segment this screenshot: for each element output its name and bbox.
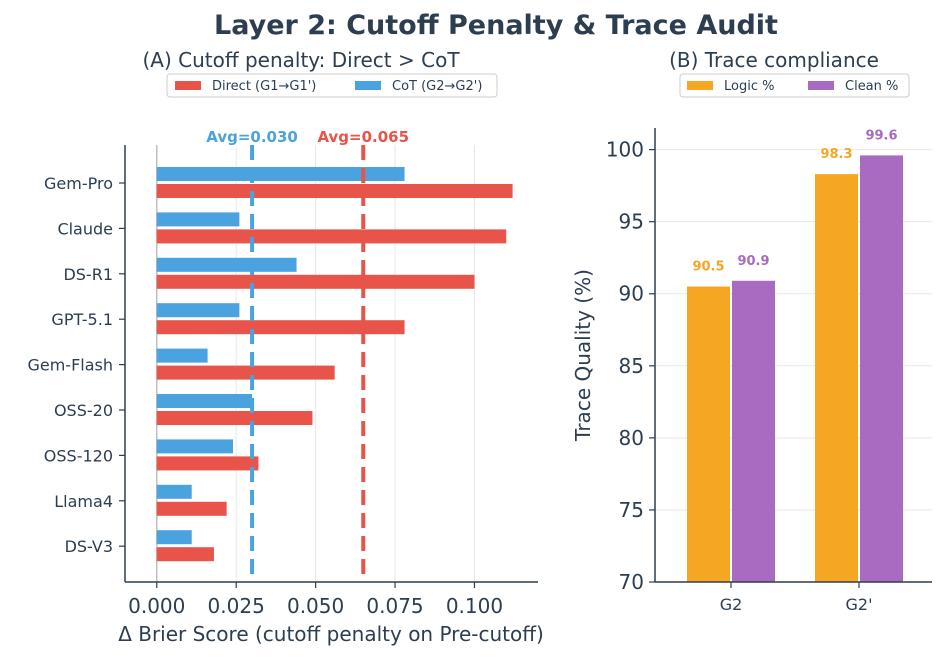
panel-b-y-tick-label: 80 <box>619 426 644 450</box>
bar-clean-g2 <box>860 155 903 582</box>
panel-a-x-tick-label: 0.000 <box>128 594 185 618</box>
panel-b-y-tick-label: 75 <box>619 498 644 522</box>
bar-cot-oss-20 <box>156 394 253 408</box>
panel-a-x-tick-label: 0.075 <box>366 594 423 618</box>
bar-direct-ds-r1 <box>156 274 475 289</box>
panel-b-x-ticks: G2 G2' <box>720 582 873 614</box>
panel-b-title: (B) Trace compliance <box>669 48 879 72</box>
panel-a-legend: Direct (G1→G1') CoT (G2→G2') <box>166 73 498 98</box>
panel-a-x-ticks: 0.000 0.025 0.050 0.075 0.100 <box>128 582 503 618</box>
panel-a-y-ticks: Gem-Pro Claude DS-R1 GPT-5.1 Gem-Flash OSS-20… <box>27 174 125 556</box>
bar-cot-ds-v3 <box>156 530 192 545</box>
legend-logic-swatch <box>687 81 713 90</box>
panel-a-reference-lines: Avg=0.030 Avg=0.065 <box>206 128 409 582</box>
panel-a-grid <box>156 145 475 582</box>
legend-clean-label: Clean % <box>845 79 898 94</box>
panel-b-x-tick-label: G2 <box>720 595 743 614</box>
bar-clean-g2 <box>732 280 775 582</box>
panel-a-y-tick-label: DS-V3 <box>65 537 113 556</box>
panel-b-bars: 90.5 90.9 98.3 99.6 <box>687 128 903 582</box>
data-label-logic-g2: 98.3 <box>820 147 852 162</box>
panel-a-y-tick-label: GPT-5.1 <box>51 310 113 329</box>
legend-clean-swatch <box>808 81 834 90</box>
bar-cot-oss-120 <box>156 439 234 454</box>
legend-direct-label: Direct (G1→G1') <box>212 79 316 94</box>
panel-a-y-tick-label: OSS-120 <box>44 446 113 465</box>
bar-cot-gpt-5-1 <box>156 303 240 318</box>
figure-title: Layer 2: Cutoff Penalty & Trace Audit <box>214 10 778 41</box>
data-label-clean-g2: 99.6 <box>865 128 897 143</box>
panel-a: (A) Cutoff penalty: Direct > CoT Direct … <box>27 48 543 646</box>
bar-direct-oss-120 <box>156 456 259 471</box>
bar-direct-gem-pro <box>156 184 513 198</box>
data-label-logic-g2: 90.5 <box>692 260 724 275</box>
panel-b-y-tick-label: 90 <box>619 282 644 306</box>
legend-direct-swatch <box>175 81 201 90</box>
panel-a-bars <box>156 167 513 562</box>
bar-direct-gem-flash <box>156 365 335 380</box>
panel-a-x-label: Δ Brier Score (cutoff penalty on Pre-cut… <box>118 622 544 646</box>
panel-a-y-tick-label: DS-R1 <box>63 265 113 284</box>
panel-a-y-tick-label: Llama4 <box>54 492 113 511</box>
panel-a-x-tick-label: 0.025 <box>208 594 265 618</box>
bar-cot-gem-flash <box>156 348 208 363</box>
data-label-clean-g2: 90.9 <box>737 254 769 269</box>
bar-direct-oss-20 <box>156 411 313 425</box>
panel-b-x-tick-label: G2' <box>846 595 873 614</box>
panel-a-y-tick-label: Claude <box>57 219 113 238</box>
bar-cot-ds-r1 <box>156 257 297 272</box>
bar-logic-g2 <box>815 174 858 582</box>
panel-b-y-tick-label: 95 <box>619 210 644 234</box>
panel-b-y-label: Trace Quality (%) <box>571 269 595 442</box>
bar-direct-llama4 <box>156 501 227 516</box>
panel-b: (B) Trace compliance Logic % Clean % 90.… <box>571 48 932 614</box>
panel-b-y-ticks: 70 75 80 85 90 95 100 <box>606 138 655 594</box>
panel-a-y-tick-label: Gem-Flash <box>27 356 113 375</box>
panel-b-y-tick-label: 70 <box>619 570 644 594</box>
bar-direct-ds-v3 <box>156 547 214 562</box>
legend-cot-label: CoT (G2→G2') <box>392 79 482 94</box>
panel-a-y-tick-label: OSS-20 <box>54 401 113 420</box>
panel-b-legend: Logic % Clean % <box>679 73 910 98</box>
bar-direct-gpt-5-1 <box>156 320 405 335</box>
panel-a-x-tick-label: 0.100 <box>446 594 503 618</box>
panel-b-y-tick-label: 100 <box>606 138 644 162</box>
bar-cot-llama4 <box>156 484 192 499</box>
bar-cot-claude <box>156 212 240 227</box>
panel-a-x-tick-label: 0.050 <box>287 594 344 618</box>
panel-b-y-tick-label: 85 <box>619 354 644 378</box>
bar-direct-claude <box>156 229 507 244</box>
legend-cot-swatch <box>355 81 381 90</box>
bar-logic-g2 <box>687 286 730 582</box>
legend-logic-label: Logic % <box>724 79 774 94</box>
bar-cot-gem-pro <box>156 167 405 181</box>
reference-label-avg-0-030: Avg=0.030 <box>206 128 298 146</box>
panel-a-y-tick-label: Gem-Pro <box>44 174 113 193</box>
reference-label-avg-0-065: Avg=0.065 <box>317 128 409 146</box>
panel-a-title: (A) Cutoff penalty: Direct > CoT <box>142 48 460 72</box>
